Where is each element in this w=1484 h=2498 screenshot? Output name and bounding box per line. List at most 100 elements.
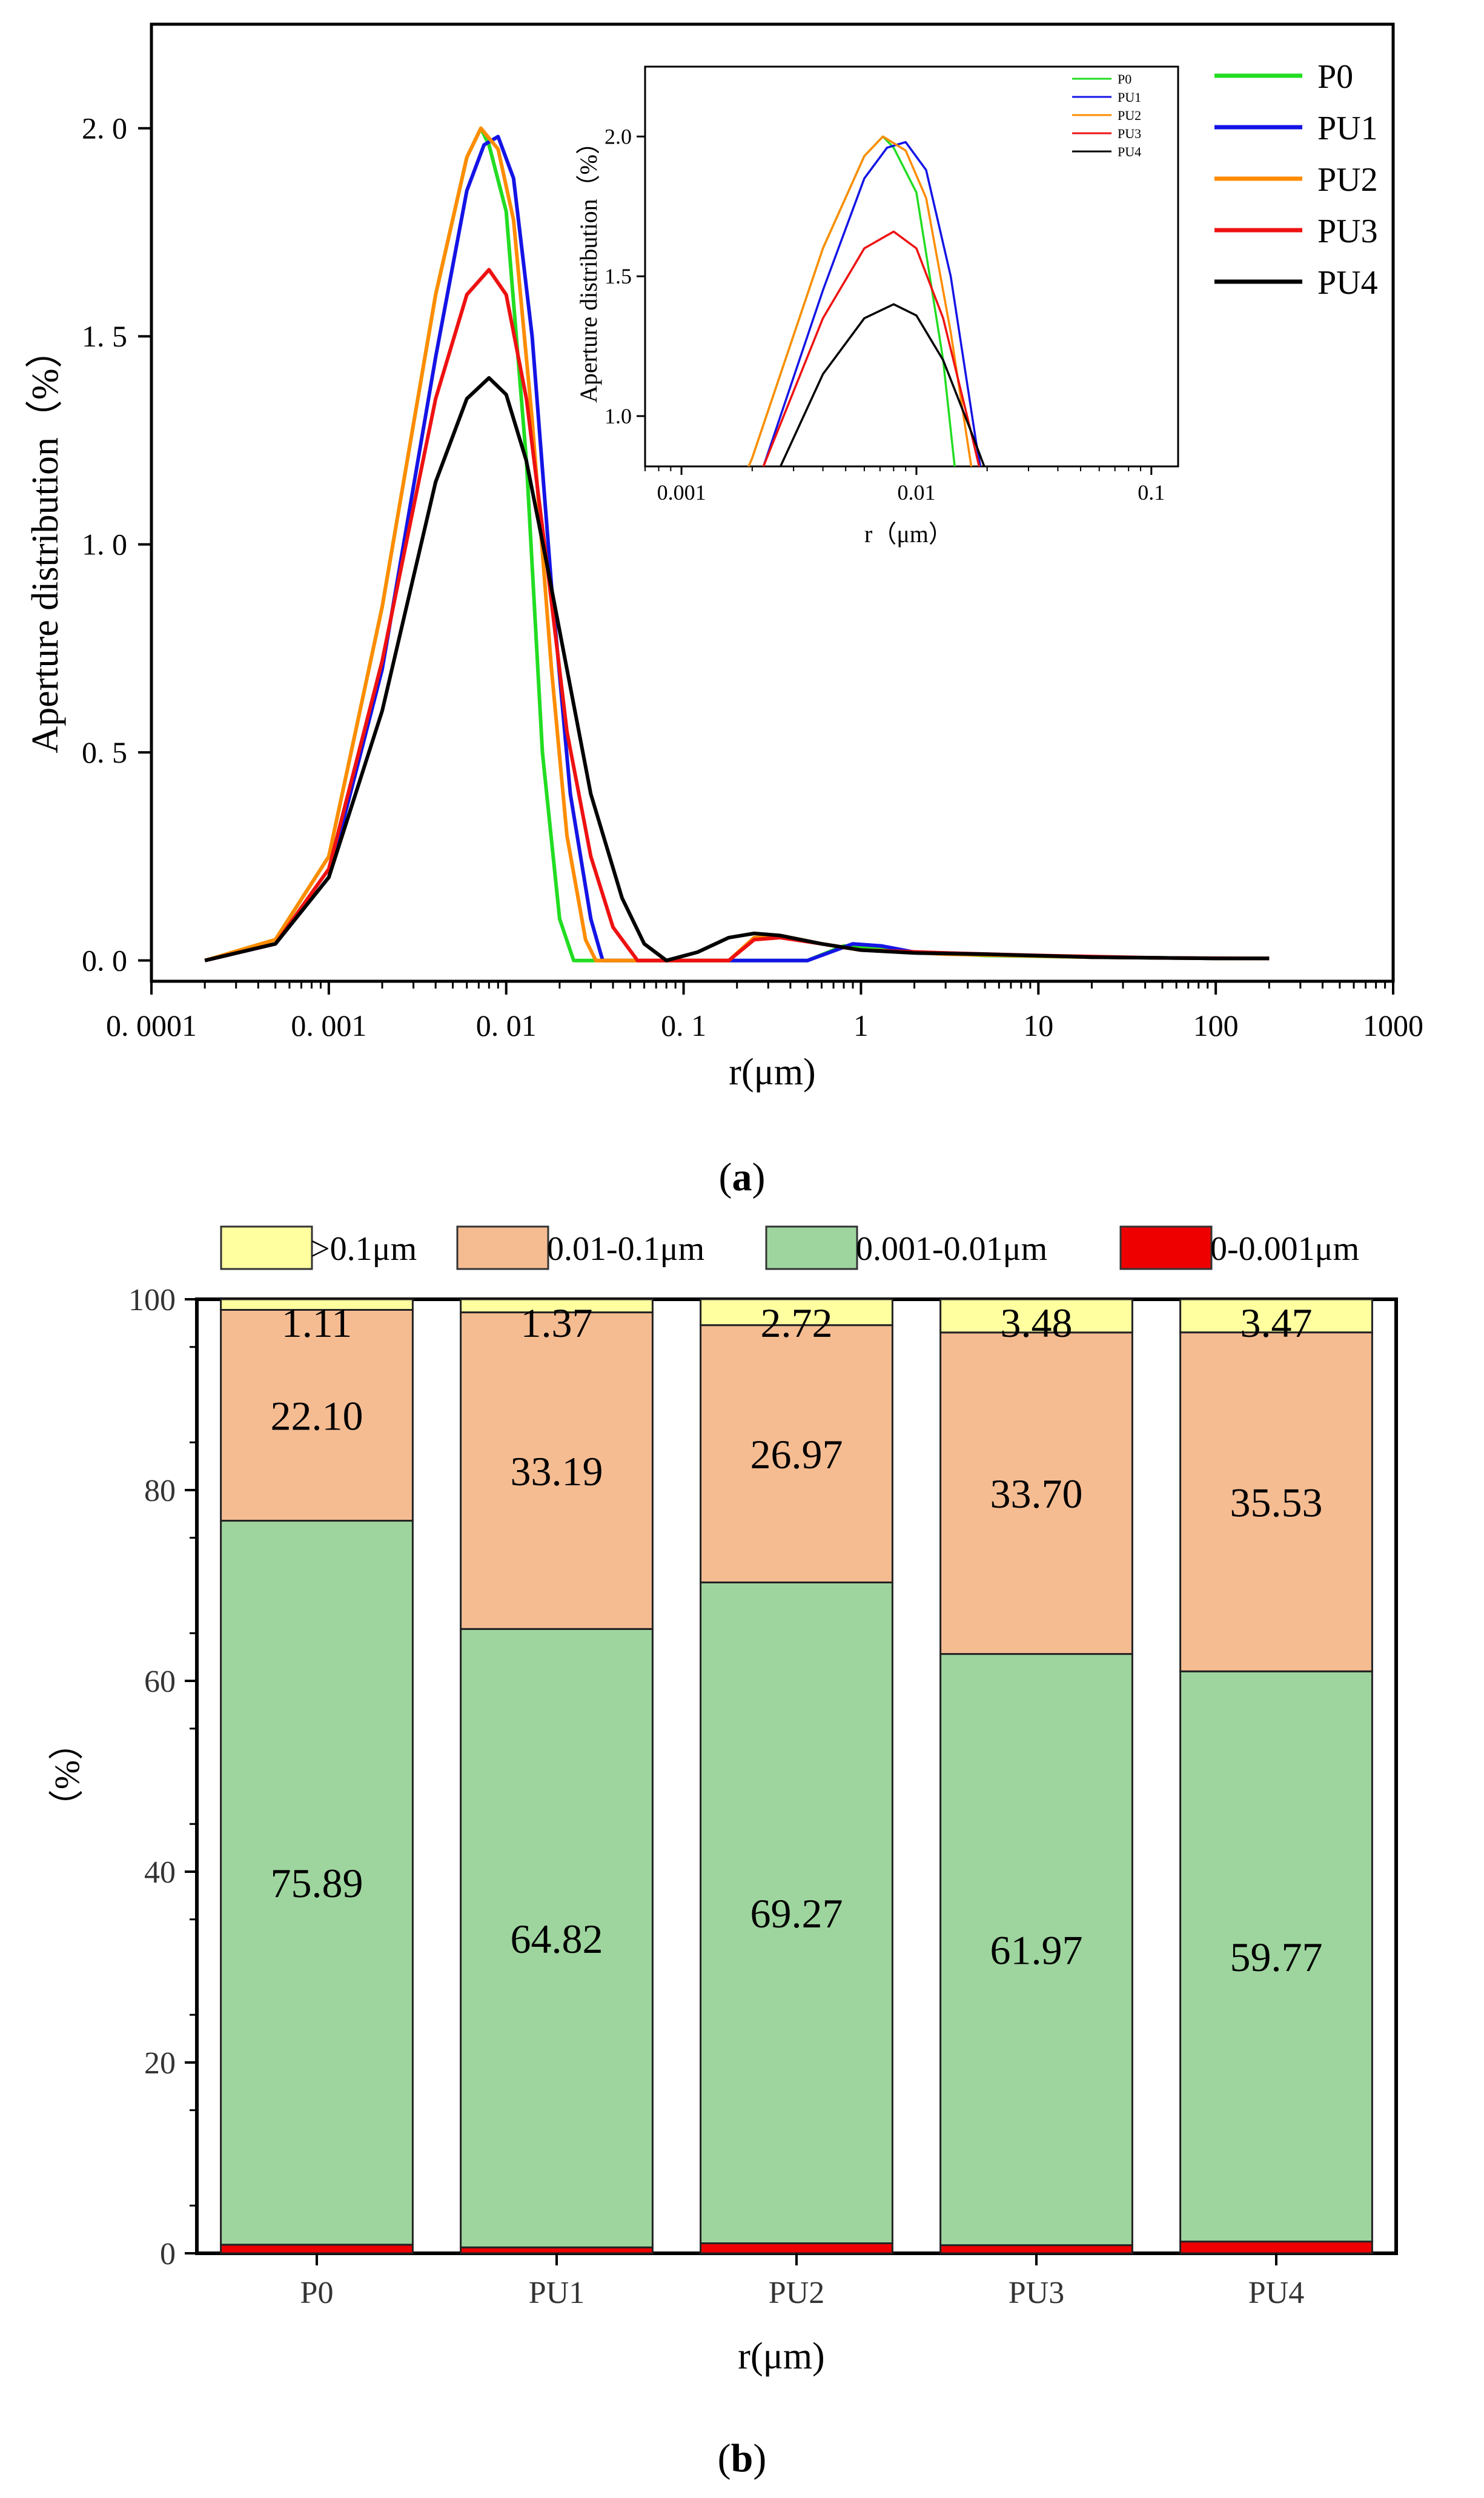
inset-frame [644,65,1179,468]
inset-x-ticks: 0.001 0.01 0.1 [644,466,1165,505]
legend-label-pu2: PU2 [1317,161,1378,199]
inset-chart: 0.001 0.01 0.1 1.0 1.5 2.0 P0 PU1 PU2 PU3 PU4 r（… [575,65,1179,548]
panel-label-a-letter: a [732,1155,752,1199]
bar-segment-pu3-3 [939,1298,1133,1334]
y-tick-label-b: 0 [160,2237,176,2271]
data-label-pu2-2: 26.97 [750,1431,843,1477]
x-axis-label-b: r(μm) [738,2336,824,2377]
inset-series-line-pu2 [747,135,973,466]
bar-segment-pu4-3 [1179,1298,1373,1334]
data-label-pu4-2: 35.53 [1230,1479,1323,1525]
panel-label-b-letter: b [731,2436,754,2480]
x-tick-label: 0. 1 [661,1009,706,1042]
legend-b: >0.1μm 0.01-0.1μm 0.001-0.01μm 0-0.001μm [220,1225,1359,1270]
series-line-pu4 [204,376,1270,962]
data-label-pu2-1: 69.27 [750,1890,843,1936]
data-label-pu3-2: 33.70 [990,1471,1083,1517]
category-label-pu1: PU1 [529,2276,585,2310]
x-tick-label: 10 [1023,1009,1053,1042]
x-tick-label: 0. 0001 [106,1009,197,1042]
panel-label-b: (b) [718,2436,767,2480]
y-tick-label: 0. 5 [82,735,127,769]
y-tick-label-b: 100 [128,1283,176,1317]
x-tick-label: 1 [853,1009,869,1042]
series-lines-a [204,126,1270,962]
legend-label-b-3: 0-0.001μm [1210,1230,1359,1268]
y-tick-label-b: 40 [144,1855,176,1890]
category-label-pu4: PU4 [1248,2276,1304,2310]
data-label-pu2-3: 2.72 [761,1300,833,1346]
category-label-pu3: PU3 [1009,2276,1064,2310]
line-chart-panel-a: 0. 0001 0. 001 0. 01 0. 1 1 10 100 1000 0. 00. … [25,22,1423,1199]
bar-segment-pu4-2 [1179,1331,1373,1672]
x-axis-ticks-b: P0 PU1 PU2 PU3 PU4 [300,2253,1304,2310]
y-tick-label: 1. 0 [82,528,127,562]
inset-series-line-pu4 [779,303,985,466]
bar-segment-pu4-1 [1179,1670,1373,2243]
bar-segment-pu2-3 [700,1298,893,1327]
inset-legend-label-pu3: PU3 [1118,126,1141,141]
x-tick-label: 0. 001 [291,1009,366,1042]
x-tick-label: 0. 01 [476,1009,537,1042]
inset-legend-label-pu2: PU2 [1118,108,1141,123]
inset-legend-label-p0: P0 [1118,71,1131,87]
y-axis-label-b: （%） [47,1725,87,1824]
inset-y-tick-label: 2.0 [605,124,632,148]
y-tick-label: 0. 0 [82,944,127,978]
bar-segment-pu3-1 [939,1653,1133,2247]
y-tick-label: 1. 5 [82,319,127,353]
x-axis-label-a: r(μm) [729,1052,815,1093]
y-tick-label-b: 20 [144,2046,176,2081]
legend-a: P0 PU1 PU2 PU3 PU4 [1214,58,1378,302]
y-tick-label-b: 60 [144,1665,176,1699]
bar-segment-p0-3 [220,1298,414,1311]
y-axis-label-a: Aperture distribution（%） [25,331,66,753]
bar-segment-pu3-2 [939,1331,1133,1655]
inset-y-axis-label: Aperture distribution（%） [575,130,602,403]
inset-x-axis-label: r（μm） [864,520,953,548]
legend-label-pu3: PU3 [1317,213,1378,250]
x-tick-label: 1000 [1363,1009,1423,1042]
x-axis-ticks-a: 0. 0001 0. 001 0. 01 0. 1 1 10 100 1000 [106,981,1423,1042]
legend-label-b-0: >0.1μm [311,1230,417,1268]
data-label-pu1-2: 33.19 [511,1448,603,1494]
y-axis-ticks-a: 0. 0 0. 5 1. 0 1. 5 2. 0 [82,111,151,978]
legend-label-p0: P0 [1317,58,1353,96]
stacked-bar-panel-b: >0.1μm 0.01-0.1μm 0.001-0.01μm 0-0.001μm 0.… [47,1225,1398,2480]
legend-swatch-b-0 [220,1225,313,1270]
inset-y-ticks: 1.0 1.5 2.0 [605,124,645,428]
inset-series-line-pu3 [762,230,981,466]
category-label-p0: P0 [300,2276,334,2310]
panel-label-a: (a) [719,1155,766,1199]
y-tick-label: 2. 0 [82,111,127,145]
data-label-p0-2: 22.10 [271,1393,363,1439]
data-label-pu1-1: 64.82 [511,1916,603,1962]
legend-swatch-b-3 [1119,1225,1213,1270]
data-label-p0-3: 1.11 [282,1300,352,1346]
y-axis-ticks-b: 0 20 40 60 80 100 [128,1283,197,2271]
legend-label-b-2: 0.001-0.01μm [856,1230,1047,1268]
inset-x-tick-label: 0.01 [897,480,935,505]
inset-y-tick-label: 1.0 [605,404,632,428]
inset-x-tick-label: 0.001 [657,480,706,505]
inset-series-lines [747,135,985,466]
bar-segment-pu1-1 [460,1628,654,2248]
legend-label-pu4: PU4 [1317,264,1378,302]
inset-legend: P0 PU1 PU2 PU3 PU4 [1072,71,1141,159]
category-label-pu2: PU2 [769,2276,824,2310]
legend-label-b-1: 0.01-0.1μm [547,1230,704,1268]
data-label-pu3-3: 3.48 [1001,1300,1073,1346]
inset-legend-label-pu1: PU1 [1118,90,1141,105]
inset-x-tick-label: 0.1 [1138,480,1165,505]
legend-swatch-b-2 [765,1225,858,1270]
bar-segment-pu1-2 [460,1311,654,1630]
data-label-pu4-3: 3.47 [1241,1300,1313,1346]
y-tick-label-b: 80 [144,1474,176,1508]
bar-segment-p0-1 [220,1520,414,2246]
legend-label-pu1: PU1 [1317,110,1378,147]
bar-segment-p0-2 [220,1308,414,1522]
legend-swatch-b-1 [456,1225,549,1270]
x-tick-label: 100 [1193,1009,1239,1042]
bar-segment-pu2-1 [700,1581,893,2244]
